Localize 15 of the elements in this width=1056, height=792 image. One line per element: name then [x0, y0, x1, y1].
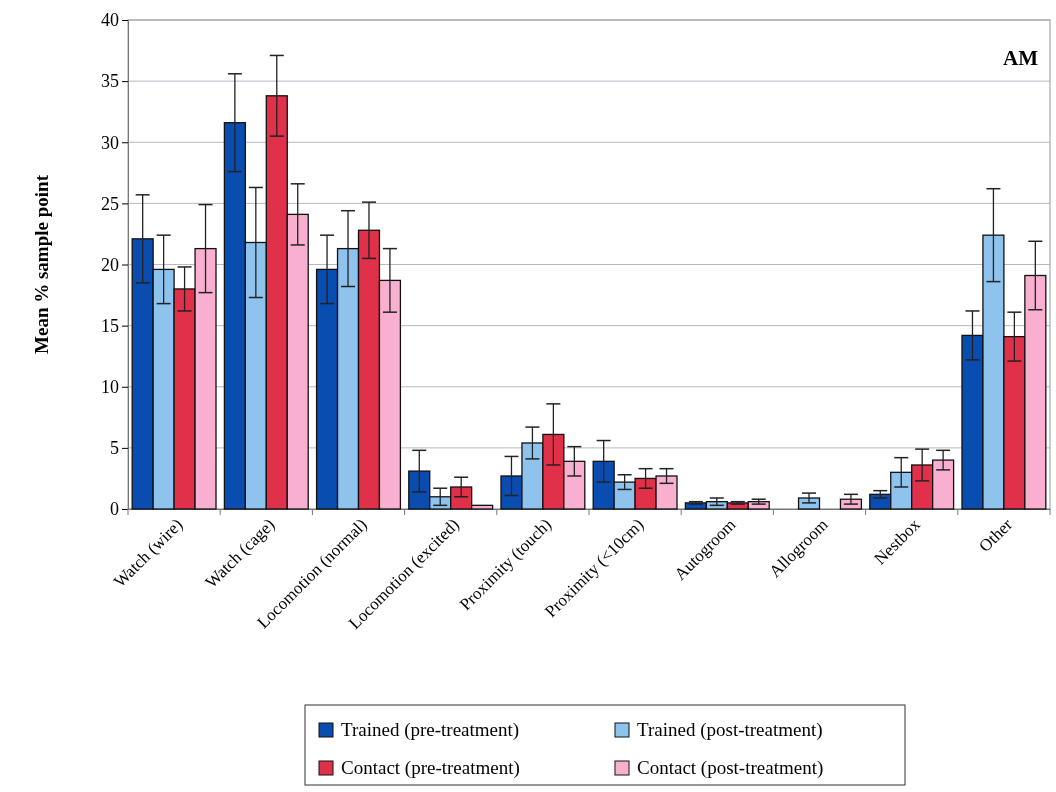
- y-tick-label: 15: [101, 315, 119, 336]
- y-tick-label: 0: [110, 499, 119, 520]
- y-axis-title: Mean % sample point: [31, 174, 52, 354]
- y-tick-label: 5: [110, 438, 119, 459]
- y-tick-label: 20: [101, 254, 119, 275]
- y-tick-label: 10: [101, 377, 119, 398]
- y-tick-label: 35: [101, 71, 119, 92]
- legend-label: Contact (pre-treatment): [341, 757, 520, 779]
- annotation: AM: [1003, 46, 1039, 70]
- legend-label: Trained (post-treatment): [637, 719, 823, 741]
- legend-label: Contact (post-treatment): [637, 757, 824, 779]
- y-tick-label: 40: [101, 10, 119, 31]
- y-tick-label: 25: [101, 193, 119, 214]
- legend-label: Trained (pre-treatment): [341, 719, 520, 741]
- y-tick-label: 30: [101, 132, 119, 153]
